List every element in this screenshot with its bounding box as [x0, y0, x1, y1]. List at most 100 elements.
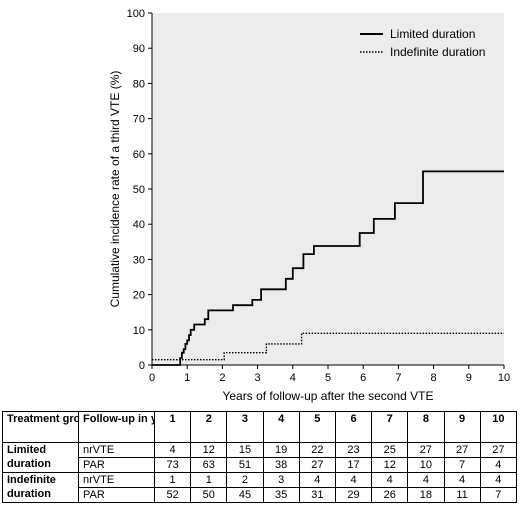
table-cell: 11 [443, 487, 481, 503]
x-tick-label: 7 [395, 372, 401, 384]
table-cell: 15 [226, 442, 264, 458]
group-label-limited: Limited [2, 442, 79, 458]
table-row: duration PAR 52 50 45 35 31 29 26 18 11 … [2, 487, 518, 503]
x-axis: 0 1 2 3 4 5 6 7 8 9 10 [149, 365, 510, 384]
row-label: nrVTE [78, 472, 155, 488]
table-cell: 45 [226, 487, 264, 503]
series-indefinite-duration [152, 332, 504, 361]
y-tick-label: 30 [133, 254, 145, 266]
y-axis: 0 10 20 30 40 50 60 70 80 90 100 [127, 8, 152, 372]
table-cell: 4 [334, 472, 373, 488]
table-cell: 50 [190, 487, 228, 503]
y-tick-label: 0 [139, 360, 145, 372]
y-axis-title: Cumulative incidence rate of a third VTE… [108, 71, 122, 308]
table-cell: 19 [262, 442, 300, 458]
table-cell: 4 [298, 472, 336, 488]
table-cell: 4 [153, 442, 192, 458]
header-year: 5 [298, 411, 336, 443]
table-cell: 1 [153, 472, 192, 488]
series-limited-duration [152, 170, 504, 366]
table-cell: 2 [226, 472, 264, 488]
table-cell: 7 [443, 457, 481, 473]
table-cell: 27 [443, 442, 481, 458]
table-cell: 3 [262, 472, 300, 488]
table-cell: 4 [371, 472, 409, 488]
legend: Limited duration Indefinite duration [360, 27, 485, 59]
header-year: 8 [407, 411, 445, 443]
table-cell: 31 [298, 487, 336, 503]
table-cell: 35 [262, 487, 300, 503]
y-tick-label: 20 [133, 290, 145, 302]
table-cell: 29 [334, 487, 373, 503]
table-row: Indefinite nrVTE 1 1 2 3 4 4 4 4 4 4 [2, 472, 518, 488]
x-tick-label: 8 [431, 372, 437, 384]
x-tick-label: 6 [360, 372, 366, 384]
table-cell: 27 [407, 442, 445, 458]
table-cell: 73 [153, 457, 192, 473]
group-label-limited-line2: duration [2, 457, 79, 473]
y-tick-label: 40 [133, 219, 145, 231]
table-cell: 27 [479, 442, 518, 458]
table-cell: 23 [334, 442, 373, 458]
table-cell: 12 [371, 457, 409, 473]
x-axis-title: Years of follow-up after the second VTE [222, 389, 433, 403]
header-follow-up: Follow-up in years [78, 411, 155, 443]
plot-area [152, 13, 504, 365]
header-year: 3 [226, 411, 264, 443]
table-cell: 4 [479, 472, 518, 488]
x-tick-label: 3 [255, 372, 261, 384]
table-cell: 22 [298, 442, 336, 458]
table-cell: 27 [298, 457, 336, 473]
table-cell: 25 [371, 442, 409, 458]
table-cell: 63 [190, 457, 228, 473]
y-tick-label: 100 [127, 8, 145, 20]
row-label: PAR [78, 457, 155, 473]
row-label: nrVTE [78, 442, 155, 458]
table-cell: 18 [407, 487, 445, 503]
y-tick-label: 60 [133, 149, 145, 161]
table-cell: 38 [262, 457, 300, 473]
table-cell: 26 [371, 487, 409, 503]
y-tick-label: 50 [133, 184, 145, 196]
y-tick-label: 80 [133, 78, 145, 90]
cumulative-incidence-chart: 0 10 20 30 40 50 60 70 80 90 100 0 1 2 3 4 5 6 7 8 9 10 Year… [108, 8, 510, 403]
row-label: PAR [78, 487, 155, 503]
header-year: 2 [190, 411, 228, 443]
y-tick-label: 90 [133, 43, 145, 55]
header-year: 1 [153, 411, 192, 443]
table-cell: 4 [479, 457, 518, 473]
series-layer [152, 170, 504, 366]
table-header-row: Treatment group Follow-up in years 1 2 3… [2, 411, 518, 443]
table-cell: 1 [190, 472, 228, 488]
header-year: 4 [262, 411, 300, 443]
x-tick-label: 0 [149, 372, 155, 384]
legend-label-indefinite: Indefinite duration [390, 45, 485, 59]
header-year: 10 [479, 411, 518, 443]
table-cell: 7 [479, 487, 518, 503]
y-tick-label: 70 [133, 114, 145, 126]
table-cell: 10 [407, 457, 445, 473]
table-cell: 4 [407, 472, 445, 488]
x-tick-label: 9 [466, 372, 472, 384]
header-year: 9 [443, 411, 481, 443]
table-cell: 4 [443, 472, 481, 488]
group-label-indefinite-line2: duration [2, 487, 79, 503]
table-row: Limited nrVTE 4 12 15 19 22 23 25 27 27 … [2, 442, 518, 458]
x-tick-label: 2 [219, 372, 225, 384]
at-risk-table: Treatment group Follow-up in years 1 2 3… [2, 411, 518, 503]
table-cell: 52 [153, 487, 192, 503]
legend-label-limited: Limited duration [390, 27, 475, 41]
header-year: 7 [371, 411, 409, 443]
group-label-indefinite: Indefinite [2, 472, 79, 488]
x-tick-label: 4 [290, 372, 296, 384]
header-year: 6 [334, 411, 373, 443]
x-tick-label: 10 [498, 372, 510, 384]
x-tick-label: 1 [184, 372, 190, 384]
table-cell: 51 [226, 457, 264, 473]
table-cell: 12 [190, 442, 228, 458]
x-tick-label: 5 [325, 372, 331, 384]
table-cell: 17 [334, 457, 373, 473]
table-row: duration PAR 73 63 51 38 27 17 12 10 7 4 [2, 457, 518, 473]
y-tick-label: 10 [133, 325, 145, 337]
header-treatment-group: Treatment group [2, 411, 79, 443]
